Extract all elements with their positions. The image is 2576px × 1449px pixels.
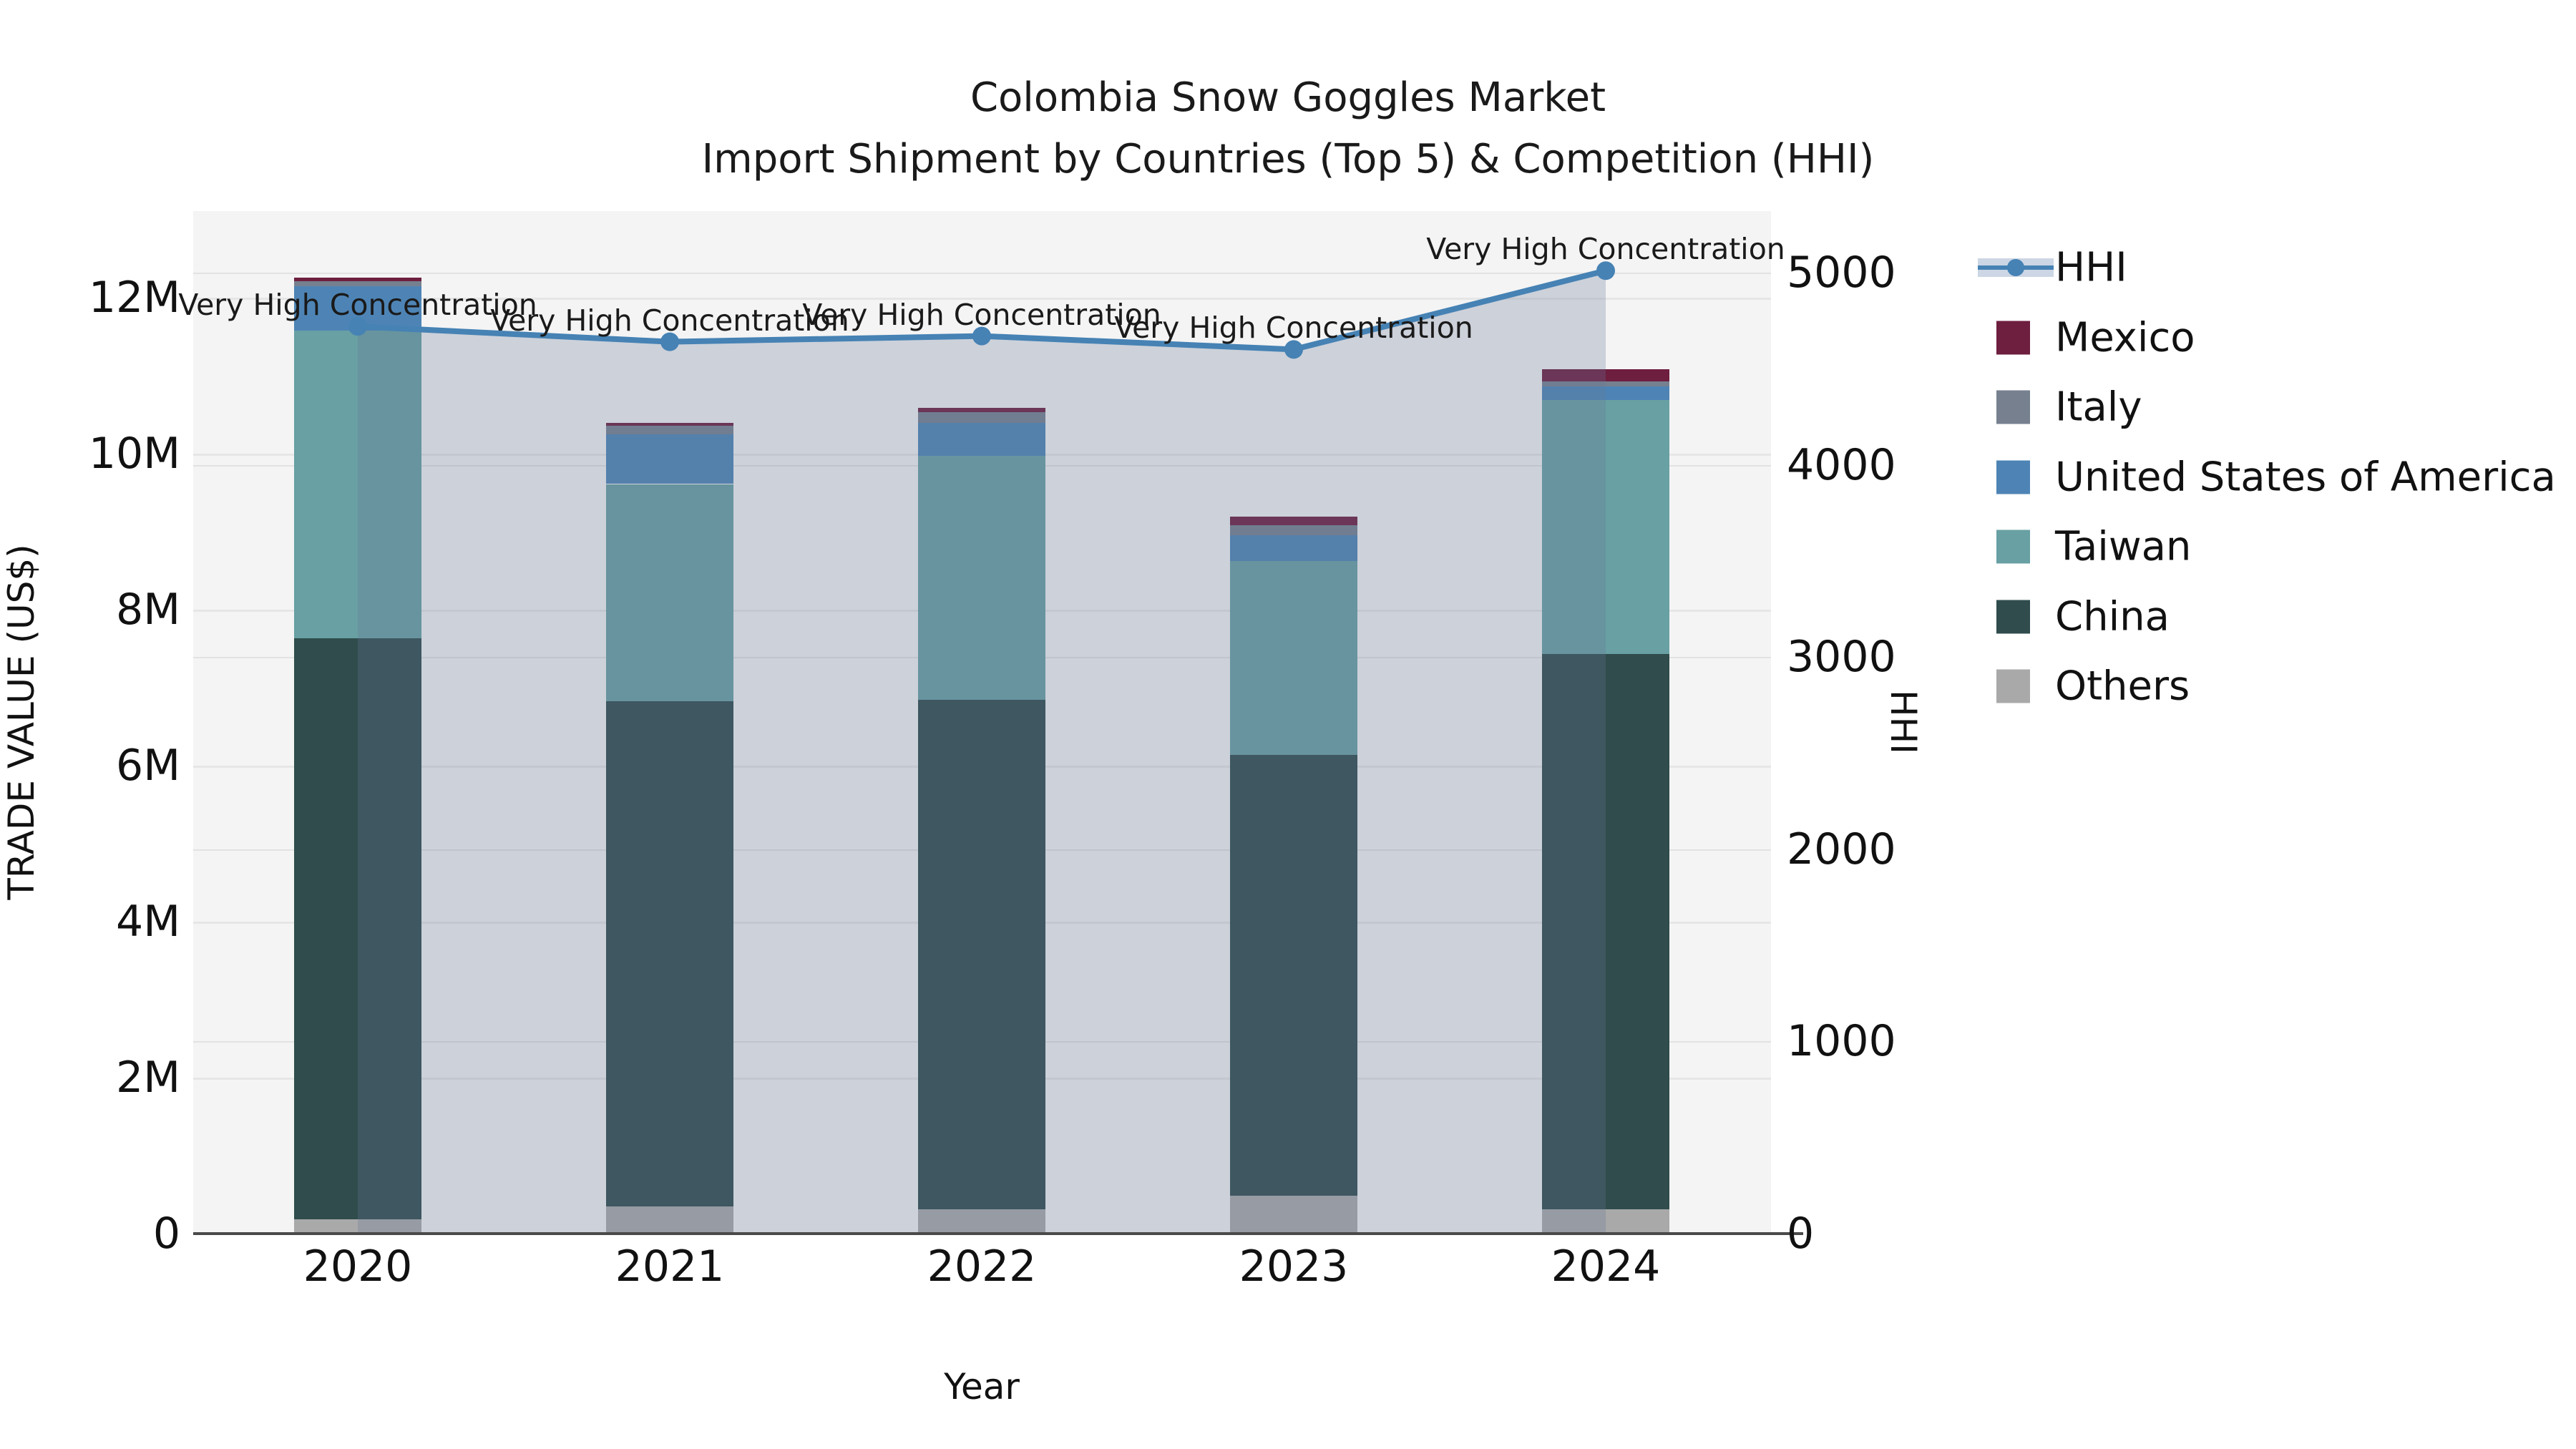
right-tick-4000: 4000	[1787, 439, 1896, 490]
legend-hhi-marker	[2007, 259, 2024, 276]
annotation-2023: Very High Concentration	[1114, 311, 1473, 346]
left-tick-12M: 12M	[88, 272, 180, 323]
gridline-left-12M	[193, 297, 1771, 300]
bar-2022-united-states-of-america	[918, 423, 1045, 457]
bar-2023-united-states-of-america	[1230, 535, 1357, 562]
legend-label-taiwan: Taiwan	[2055, 523, 2192, 570]
bar-2021-taiwan	[606, 484, 733, 701]
hhi-marker-2021	[660, 332, 679, 351]
left-tick-2M: 2M	[116, 1052, 180, 1103]
bar-2023-mexico	[1230, 517, 1357, 526]
right-axis-title: HHI	[1883, 690, 1924, 754]
annotation-2021: Very High Concentration	[490, 303, 849, 338]
right-tick-1000: 1000	[1787, 1016, 1896, 1067]
hhi-marker-2020	[348, 317, 367, 336]
chart-title-line1: Colombia Snow Goggles Market	[970, 74, 1606, 121]
bar-2020-italy	[294, 281, 421, 286]
left-tick-10M: 10M	[88, 428, 180, 479]
annotation-2022: Very High Concentration	[802, 297, 1161, 332]
legend-swatch-taiwan	[1996, 530, 2030, 564]
bar-2024-italy	[1542, 381, 1669, 387]
bar-2021-others	[606, 1206, 733, 1234]
x-tick-2024: 2024	[1551, 1241, 1661, 1292]
bar-2022-china	[918, 700, 1045, 1210]
annotation-2024: Very High Concentration	[1426, 232, 1785, 267]
bar-2022-mexico	[918, 407, 1045, 413]
legend-label-china: China	[2055, 593, 2170, 640]
right-tick-2000: 2000	[1787, 824, 1896, 874]
hhi-marker-2023	[1284, 340, 1303, 359]
legend-label-united-states-of-america: United States of America	[2055, 454, 2556, 500]
bar-2020-china	[294, 638, 421, 1220]
bar-2020-others	[294, 1219, 421, 1234]
bar-2020-taiwan	[294, 330, 421, 639]
legend-label-others: Others	[2055, 663, 2190, 710]
left-tick-0: 0	[152, 1209, 180, 1259]
x-tick-2020: 2020	[303, 1241, 413, 1292]
legend-label-mexico: Mexico	[2055, 314, 2195, 361]
annotation-2020: Very High Concentration	[178, 288, 537, 323]
bar-2024-taiwan	[1542, 399, 1669, 655]
hhi-marker-2022	[972, 326, 991, 346]
bar-2024-others	[1542, 1209, 1669, 1234]
x-tick-2022: 2022	[927, 1241, 1037, 1292]
x-tick-2021: 2021	[615, 1241, 725, 1292]
left-tick-6M: 6M	[116, 740, 180, 791]
bar-2022-taiwan	[918, 456, 1045, 701]
gridline-right-5000	[193, 272, 1771, 274]
legend-hhi-line-sample	[1978, 258, 2054, 277]
legend-swatch-china	[1996, 600, 2030, 633]
left-tick-4M: 4M	[116, 896, 180, 947]
x-axis-spine	[193, 1232, 1803, 1235]
hhi-line-layer	[348, 261, 1615, 1234]
bar-2022-italy	[918, 412, 1045, 424]
legend-label-hhi: HHI	[2055, 244, 2127, 291]
left-tick-8M: 8M	[116, 584, 180, 635]
right-tick-5000: 5000	[1787, 247, 1896, 298]
bar-2021-china	[606, 701, 733, 1206]
bar-2021-mexico	[606, 423, 733, 426]
legend-swatch-others	[1996, 669, 2030, 703]
x-axis-title: Year	[944, 1366, 1020, 1407]
bar-2023-china	[1230, 754, 1357, 1196]
bar-2021-italy	[606, 425, 733, 434]
hhi-marker-2024	[1596, 261, 1615, 280]
bar-2023-italy	[1230, 525, 1357, 536]
legend-swatch-mexico	[1996, 321, 2030, 354]
x-tick-2023: 2023	[1239, 1241, 1349, 1292]
bar-2021-united-states-of-america	[606, 434, 733, 484]
legend-label-italy: Italy	[2055, 384, 2142, 431]
right-tick-0: 0	[1787, 1209, 1815, 1259]
legend-swatch-united-states-of-america	[1996, 460, 2030, 494]
bar-2024-mexico	[1542, 369, 1669, 381]
chart-title-line2: Import Shipment by Countries (Top 5) & C…	[701, 136, 1875, 182]
bar-2020-mexico	[294, 277, 421, 282]
plot-area: Very High Concentration Very High Concent…	[178, 211, 1803, 1235]
bar-2024-united-states-of-america	[1542, 386, 1669, 400]
right-tick-3000: 3000	[1787, 632, 1896, 683]
bar-2023-others	[1230, 1195, 1357, 1234]
bar-2022-others	[918, 1209, 1045, 1234]
legend-swatch-italy	[1996, 390, 2030, 424]
bar-2023-taiwan	[1230, 561, 1357, 755]
hhi-area-fill	[358, 270, 1606, 1234]
bar-2024-china	[1542, 654, 1669, 1210]
